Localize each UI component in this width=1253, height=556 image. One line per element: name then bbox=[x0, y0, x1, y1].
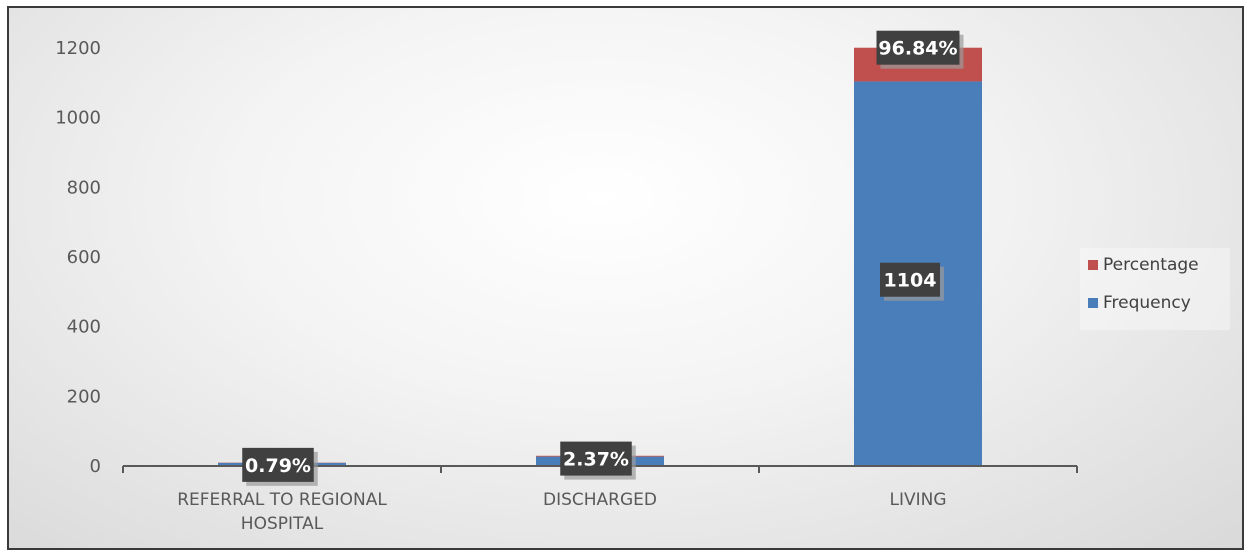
y-tick-label-200: 200 bbox=[67, 386, 101, 407]
y-tick-label-1200: 1200 bbox=[55, 38, 101, 59]
x-tick-label-discharged: DISCHARGED bbox=[543, 490, 657, 510]
data-label-percentage-discharged-box bbox=[560, 441, 632, 476]
y-tick-label-0: 0 bbox=[90, 456, 101, 477]
x-tick-label-line: LIVING bbox=[889, 490, 946, 510]
y-tick-label-800: 800 bbox=[67, 177, 101, 198]
chart-frame: 0 200 400 600 800 1000 1200 REFERRAL TO REGIONA… bbox=[7, 6, 1244, 550]
y-tick-label-400: 400 bbox=[67, 317, 101, 338]
data-label-percentage-living-box bbox=[876, 30, 960, 65]
bar-chart: 0 200 400 600 800 1000 1200 REFERRAL TO REGIONA… bbox=[55, 30, 1230, 534]
data-label-percentage-discharged: 2.37% bbox=[563, 449, 629, 471]
y-tick-label-1000: 1000 bbox=[55, 108, 101, 129]
legend-swatch-percentage bbox=[1088, 260, 1098, 270]
legend-box bbox=[1080, 248, 1230, 330]
data-label-percentage-referral-to-regional-hospital-box bbox=[242, 447, 314, 482]
legend-label-frequency: Frequency bbox=[1103, 293, 1191, 313]
x-tick-label-line: HOSPITAL bbox=[241, 514, 324, 534]
data-label-frequency-living: 1104 bbox=[884, 270, 937, 292]
data-label-frequency-living-box bbox=[880, 262, 940, 297]
x-tick-label-line: DISCHARGED bbox=[543, 490, 657, 510]
legend-swatch-frequency bbox=[1088, 298, 1098, 308]
x-tick-label-referral-to-regional-hospital: REFERRAL TO REGIONAL HOSPITAL bbox=[177, 490, 387, 534]
legend-label-percentage: Percentage bbox=[1103, 255, 1199, 275]
x-tick-label-living: LIVING bbox=[889, 490, 946, 510]
y-tick-label-600: 600 bbox=[67, 247, 101, 268]
x-tick-label-line: REFERRAL TO REGIONAL bbox=[177, 490, 387, 510]
data-label-percentage-referral-to-regional-hospital: 0.79% bbox=[245, 455, 311, 477]
data-label-percentage-living: 96.84% bbox=[878, 38, 957, 60]
